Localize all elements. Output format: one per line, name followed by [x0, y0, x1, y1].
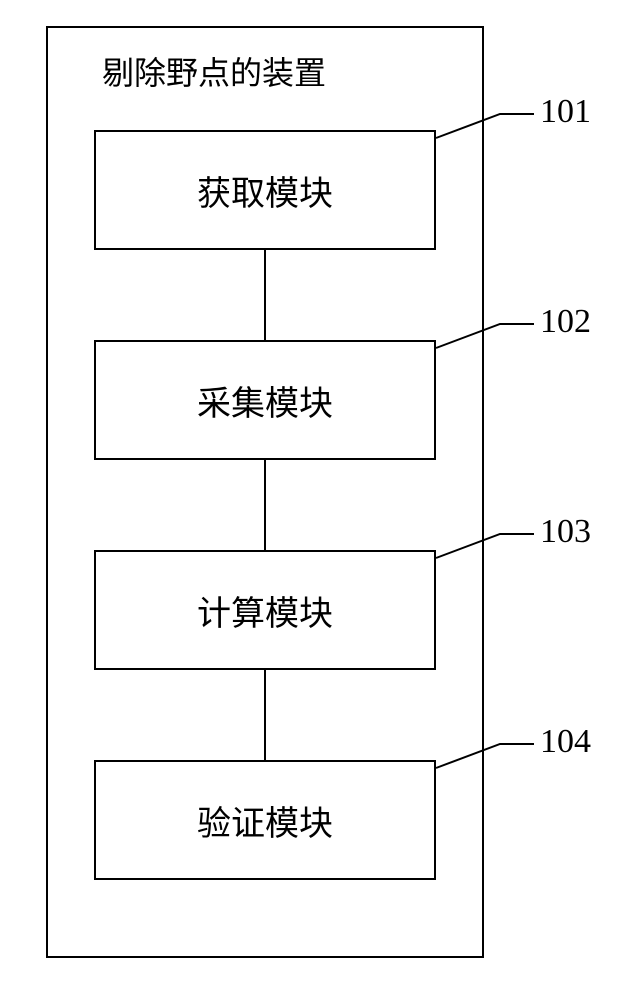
outer-title: 剔除野点的装置	[102, 48, 326, 94]
module-number: 102	[540, 303, 591, 341]
connector	[264, 460, 266, 550]
connector	[264, 670, 266, 760]
module-number: 101	[540, 93, 591, 131]
module-box-m2: 采集模块	[94, 340, 436, 460]
module-box-m3: 计算模块	[94, 550, 436, 670]
module-label: 采集模块	[197, 376, 333, 425]
module-number: 104	[540, 723, 591, 761]
module-box-m4: 验证模块	[94, 760, 436, 880]
connector	[264, 250, 266, 340]
module-box-m1: 获取模块	[94, 130, 436, 250]
module-number: 103	[540, 513, 591, 551]
module-label: 计算模块	[197, 586, 333, 635]
module-label: 验证模块	[197, 796, 333, 845]
module-label: 获取模块	[197, 166, 333, 215]
